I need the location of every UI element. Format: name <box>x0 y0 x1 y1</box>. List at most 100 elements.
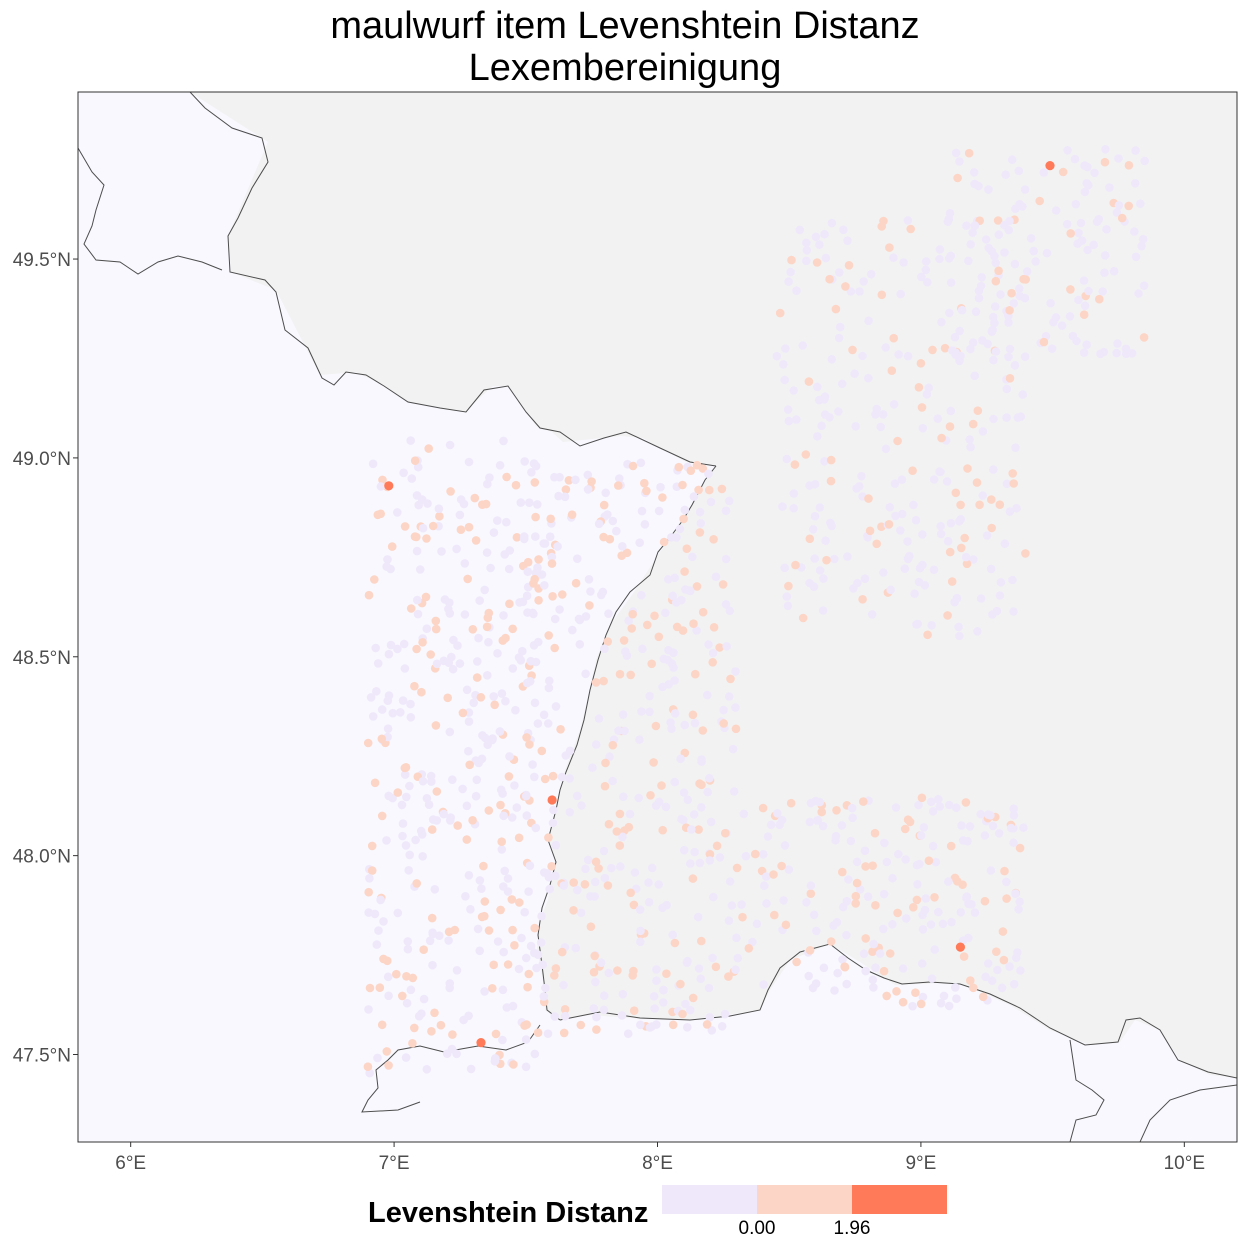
location-point <box>781 920 791 930</box>
location-point <box>921 894 931 903</box>
location-point <box>537 570 547 579</box>
location-point <box>636 1020 645 1030</box>
location-point <box>681 999 690 1009</box>
location-point <box>551 702 561 711</box>
location-point <box>676 979 685 989</box>
location-point <box>832 806 841 815</box>
location-point <box>991 258 1000 268</box>
location-point <box>599 1005 609 1015</box>
location-point <box>724 496 734 506</box>
location-point <box>393 508 402 517</box>
location-point <box>939 991 949 1001</box>
location-point <box>458 784 467 794</box>
location-point <box>928 807 938 816</box>
high-distance-point <box>547 795 557 805</box>
location-point <box>401 1053 411 1062</box>
location-point <box>422 1065 432 1074</box>
location-point <box>987 976 997 985</box>
location-point <box>392 969 401 979</box>
location-point <box>403 944 413 954</box>
location-point <box>445 979 455 988</box>
location-point <box>784 416 794 426</box>
location-point <box>576 908 586 918</box>
location-point <box>963 836 972 846</box>
location-point <box>926 797 936 807</box>
location-point <box>930 893 939 902</box>
location-point <box>473 924 483 934</box>
location-point <box>679 514 688 524</box>
location-point <box>677 814 686 824</box>
location-point <box>703 690 712 700</box>
location-point <box>657 781 666 790</box>
location-point <box>455 659 465 668</box>
location-point <box>990 302 1000 311</box>
location-point <box>379 917 388 926</box>
location-point <box>498 985 508 995</box>
location-point <box>813 815 823 825</box>
location-point <box>547 559 557 568</box>
location-point <box>645 691 654 701</box>
location-point <box>984 243 993 253</box>
location-point <box>843 552 852 561</box>
location-point <box>377 811 387 821</box>
location-point <box>679 788 689 797</box>
location-point <box>1000 248 1009 257</box>
location-point <box>709 623 719 632</box>
location-point <box>601 758 610 768</box>
location-point <box>383 956 392 966</box>
location-point <box>946 278 956 287</box>
location-point <box>516 498 526 507</box>
x-tick-label: 7°E <box>379 1153 410 1174</box>
location-point <box>848 345 857 355</box>
location-point <box>861 934 870 943</box>
location-point <box>1016 412 1026 422</box>
location-point <box>815 240 824 249</box>
location-point <box>957 821 966 830</box>
location-point <box>804 971 813 981</box>
location-point <box>695 507 705 517</box>
location-point <box>583 470 593 480</box>
location-point <box>704 469 713 479</box>
location-point <box>541 983 550 993</box>
location-point <box>659 537 669 547</box>
location-point <box>547 862 556 871</box>
location-point <box>1039 337 1049 347</box>
location-point <box>915 563 925 573</box>
location-point <box>364 1005 373 1014</box>
location-point <box>617 1011 627 1020</box>
location-point <box>550 472 559 482</box>
location-point <box>599 676 608 686</box>
location-point <box>406 713 416 722</box>
location-point <box>508 1001 518 1011</box>
location-point <box>431 721 441 730</box>
location-point <box>511 705 520 715</box>
location-point <box>918 530 927 539</box>
location-point <box>412 644 421 654</box>
x-tick-label: 8°E <box>642 1153 673 1174</box>
location-point <box>751 849 760 859</box>
location-point <box>514 964 524 974</box>
location-point <box>876 422 885 432</box>
location-point <box>475 876 485 885</box>
border-north <box>189 92 717 467</box>
location-point <box>1002 479 1012 489</box>
location-point <box>695 779 704 788</box>
location-point <box>805 817 815 827</box>
location-point <box>434 504 444 513</box>
location-point <box>1005 374 1015 383</box>
location-point <box>1001 170 1010 179</box>
location-point <box>569 878 578 887</box>
location-point <box>589 1004 599 1013</box>
x-tick-label: 6°E <box>115 1153 146 1174</box>
location-point <box>615 474 624 483</box>
location-point <box>571 475 580 485</box>
location-point <box>636 926 645 936</box>
location-point <box>393 788 403 797</box>
location-point <box>944 1001 954 1011</box>
location-point <box>867 610 877 619</box>
location-point <box>780 375 789 385</box>
location-point <box>826 518 835 528</box>
location-point <box>424 800 434 809</box>
location-point <box>510 941 519 950</box>
location-point <box>499 436 508 446</box>
